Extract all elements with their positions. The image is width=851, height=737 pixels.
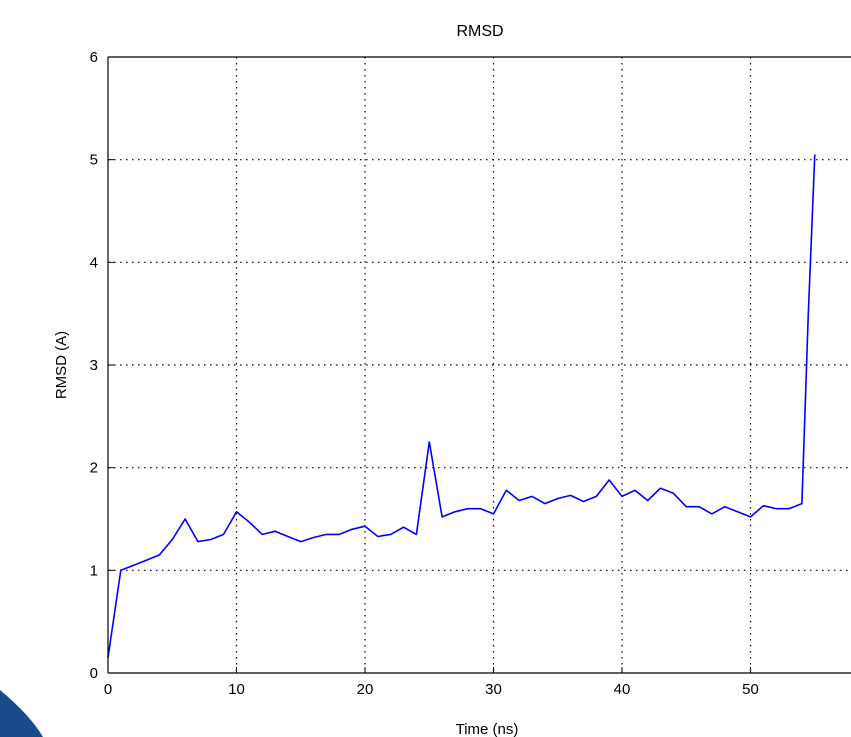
series-group: [107, 154, 816, 658]
tick-marks: [107, 56, 751, 674]
x-tick-label: 20: [357, 681, 374, 698]
grid-lines: [108, 57, 851, 673]
y-tick-label: 6: [90, 49, 98, 66]
y-tick-label: 1: [90, 562, 98, 579]
x-axis-label: Time (ns): [456, 721, 519, 737]
x-tick-label: 50: [742, 681, 759, 698]
tick-labels: 0 10 20 30 40 50 0 1 2 3 4 5 6: [90, 49, 759, 698]
y-tick-label: 3: [90, 357, 98, 374]
corner-decoration-shape: [0, 690, 43, 737]
x-tick-label: 40: [614, 681, 631, 698]
y-tick-label: 5: [90, 152, 98, 169]
y-tick-label: 2: [90, 460, 98, 477]
series-line: [107, 154, 816, 658]
y-tick-label: 0: [90, 665, 98, 682]
x-tick-label: 0: [104, 681, 112, 698]
chart-title: RMSD: [456, 23, 503, 40]
x-tick-label: 30: [485, 681, 502, 698]
x-tick-label: 10: [228, 681, 245, 698]
plot-area: [108, 57, 851, 673]
y-tick-label: 4: [90, 254, 98, 271]
y-axis-label: RMSD (A): [53, 331, 70, 399]
